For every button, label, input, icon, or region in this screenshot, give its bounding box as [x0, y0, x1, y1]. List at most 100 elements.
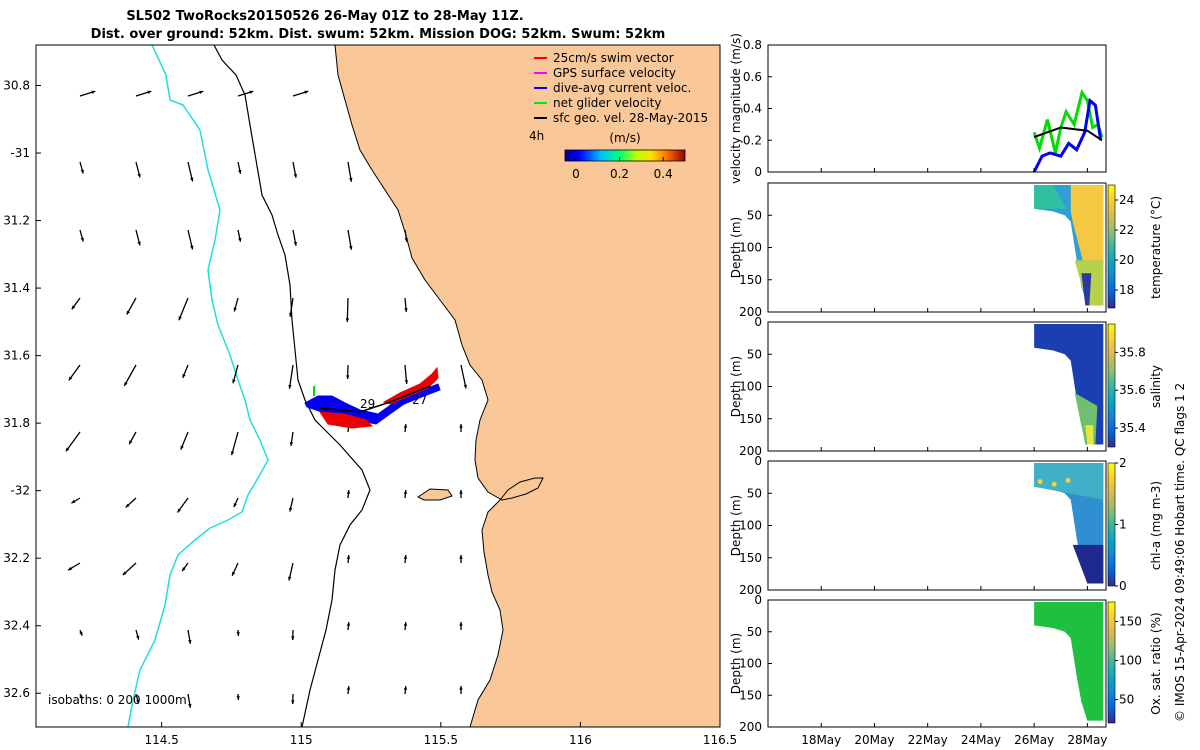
geo-velocity-arrowhead	[404, 308, 408, 312]
cbar-tick-label: 20	[1119, 253, 1134, 267]
y-tick-label: 0	[754, 165, 762, 179]
y-tick-label: 200	[739, 444, 762, 458]
geo-velocity-arrowhead	[125, 503, 130, 508]
geo-velocity-arrowhead	[180, 445, 184, 450]
geo-velocity-arrowhead	[346, 686, 351, 690]
geo-velocity-arrowhead	[178, 316, 182, 321]
geo-velocity-arrowhead	[79, 631, 83, 636]
geo-velocity-arrowhead	[233, 307, 237, 312]
figure-title-line2: Dist. over ground: 52km. Dist. swum: 52k…	[91, 27, 666, 42]
velocity-series-line	[1033, 126, 1103, 142]
oxygen-colorbar	[1107, 601, 1116, 724]
geo-velocity-arrow	[65, 431, 81, 452]
geo-velocity-arrowhead	[459, 424, 463, 428]
geo-velocity-arrowhead	[293, 241, 298, 246]
map-island	[417, 488, 453, 501]
geo-velocity-arrowhead	[233, 503, 237, 508]
geo-velocity-arrowhead	[291, 700, 295, 704]
legend-entry: net glider velocity	[553, 96, 661, 110]
y-tick-label: 150	[739, 688, 762, 702]
y-tick-label: 100	[739, 241, 762, 255]
geo-velocity-arrow	[230, 431, 239, 456]
geo-velocity-arrowhead	[288, 312, 293, 317]
cbar-tick-label: 0	[1119, 579, 1127, 593]
y-tick-label: 0.4	[743, 102, 762, 116]
temperature-warm-band	[1070, 185, 1104, 261]
y-tick-label: 50	[747, 208, 762, 222]
geo-velocity-arrowhead	[188, 639, 192, 644]
geo-velocity-arrow	[123, 364, 137, 387]
velocity-ylabel: velocity magnitude (m/s)	[729, 33, 743, 184]
lat-tick-label: 32.6	[3, 686, 30, 700]
geo-velocity-arrowhead	[345, 318, 350, 322]
lat-tick-label: 32.2	[3, 551, 30, 565]
geo-velocity-arrowhead	[232, 379, 236, 384]
geo-velocity-arrowhead	[91, 90, 96, 94]
geo-velocity-arrowhead	[349, 245, 353, 250]
cbar-tick-label: 2	[1119, 456, 1127, 470]
geo-velocity-arrowhead	[68, 376, 73, 381]
track-day-label-27: 27	[412, 393, 427, 407]
geo-velocity-arrowhead	[129, 440, 133, 445]
chl-a-high-patch	[1037, 479, 1043, 485]
geo-velocity-arrowhead	[126, 310, 131, 315]
geo-velocity-arrowhead	[304, 90, 309, 94]
y-tick-label: 100	[739, 519, 762, 533]
geo-velocity-arrowhead	[403, 490, 408, 494]
temperature-colorbar	[1107, 184, 1116, 309]
geo-velocity-arrowhead	[288, 576, 292, 581]
geo-velocity-arrowhead	[459, 490, 463, 494]
geo-velocity-arrowhead	[346, 555, 351, 559]
geo-velocity-arrowhead	[345, 375, 350, 379]
geo-velocity-arrowhead	[236, 696, 240, 700]
geo-velocity-arrowhead	[65, 447, 70, 452]
legend-entry: dive-avg current veloc.	[553, 81, 691, 95]
geo-velocity-arrowhead	[80, 237, 84, 242]
geo-velocity-arrowhead	[349, 177, 353, 182]
geo-velocity-arrowhead	[291, 636, 295, 640]
colorbar-gradient	[564, 149, 686, 162]
geo-velocity-arrowhead	[188, 703, 192, 708]
y-tick-label: 200	[739, 305, 762, 319]
geo-velocity-arrow	[288, 364, 294, 389]
oxygen-section	[1034, 602, 1104, 721]
legend-entry: sfc geo. vel. 28-May-2015	[553, 111, 708, 125]
lat-tick-label: 31.2	[3, 214, 30, 228]
sfc-geo-velocity-line	[319, 385, 431, 413]
geo-velocity-arrowhead	[80, 169, 84, 174]
y-tick-label: 150	[739, 273, 762, 287]
geo-velocity-arrowhead	[238, 237, 242, 242]
cbar-tick-label: 24	[1119, 193, 1134, 207]
map-axes-frame	[35, 44, 721, 728]
lon-tick-label: 116	[569, 733, 592, 747]
lat-tick-label: -32	[10, 484, 30, 498]
track-day-label-29: 29	[360, 397, 375, 411]
geo-velocity-arrowhead	[230, 451, 235, 456]
geo-velocity-arrowhead	[236, 632, 240, 636]
time-tick-label: 28May	[1067, 733, 1107, 747]
glider-track: 29 27	[304, 366, 441, 429]
time-tick-label: 18May	[801, 733, 841, 747]
geo-velocity-arrowhead	[459, 686, 463, 690]
y-tick-label: 200	[739, 583, 762, 597]
y-tick-label: 50	[747, 486, 762, 500]
cbar-tick-label: 1	[1119, 518, 1127, 532]
geo-velocity-arrowhead	[136, 699, 140, 704]
geo-velocity-arrowhead	[249, 90, 254, 94]
map-colorbar: (m/s) 0 0.2 0.4	[564, 131, 686, 181]
y-tick-label: 0	[754, 593, 762, 607]
lat-tick-label: 32.4	[3, 619, 30, 633]
geo-velocity-arrowhead	[403, 555, 408, 559]
geostrophic-velocity-arrows	[65, 90, 467, 708]
lon-tick-label: 116.5	[703, 733, 737, 747]
chl-a-colorbar	[1107, 462, 1116, 587]
geo-velocity-arrowhead	[459, 555, 463, 559]
lat-tick-label: -31	[10, 146, 30, 160]
lon-tick-label: 114.5	[144, 733, 178, 747]
geo-velocity-arrowhead	[136, 635, 140, 640]
isobath-1000m	[127, 45, 269, 727]
geo-velocity-arrowhead	[190, 245, 194, 250]
colorbar-label: (m/s)	[609, 131, 640, 145]
y-tick-label: 100	[739, 657, 762, 671]
